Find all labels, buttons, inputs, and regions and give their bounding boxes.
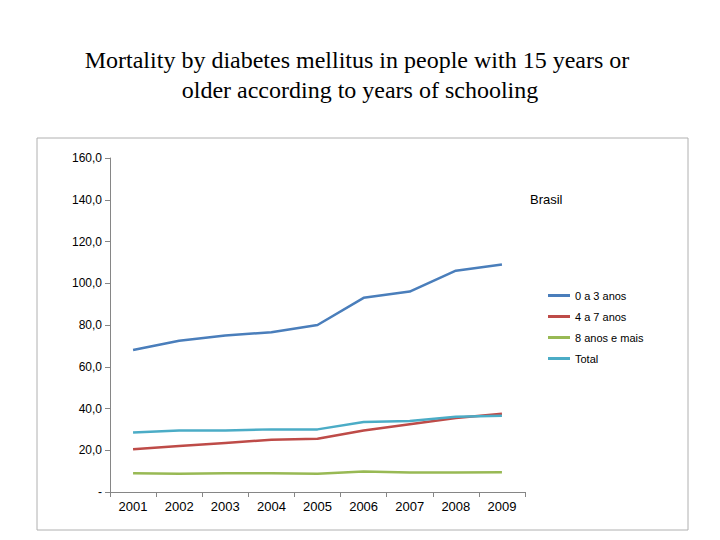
svg-text:2008: 2008 bbox=[441, 499, 470, 514]
svg-text:120,0: 120,0 bbox=[72, 235, 102, 249]
svg-text:100,0: 100,0 bbox=[72, 276, 102, 290]
svg-text:2001: 2001 bbox=[119, 499, 148, 514]
svg-text:160,0: 160,0 bbox=[72, 151, 102, 165]
svg-text:2005: 2005 bbox=[303, 499, 332, 514]
svg-text:60,0: 60,0 bbox=[79, 360, 103, 374]
svg-text:older according to years of sc: older according to years of schooling bbox=[182, 77, 539, 103]
svg-text:2006: 2006 bbox=[349, 499, 378, 514]
svg-text:0 a 3 anos: 0 a 3 anos bbox=[575, 290, 627, 302]
svg-text:20,0: 20,0 bbox=[79, 443, 103, 457]
svg-text:2009: 2009 bbox=[487, 499, 516, 514]
svg-text:-: - bbox=[98, 485, 102, 499]
svg-text:80,0: 80,0 bbox=[79, 318, 103, 332]
svg-text:2007: 2007 bbox=[395, 499, 424, 514]
svg-text:40,0: 40,0 bbox=[79, 402, 103, 416]
svg-text:Mortality by diabetes mellitus: Mortality by diabetes mellitus in people… bbox=[85, 47, 636, 73]
svg-text:4 a 7 anos: 4 a 7 anos bbox=[575, 311, 627, 323]
svg-text:2004: 2004 bbox=[257, 499, 286, 514]
svg-text:2002: 2002 bbox=[165, 499, 194, 514]
svg-text:140,0: 140,0 bbox=[72, 193, 102, 207]
svg-text:Total: Total bbox=[575, 353, 598, 365]
svg-text:Brasil: Brasil bbox=[530, 192, 563, 207]
svg-text:2003: 2003 bbox=[211, 499, 240, 514]
svg-text:8 anos e mais: 8 anos e mais bbox=[575, 332, 644, 344]
